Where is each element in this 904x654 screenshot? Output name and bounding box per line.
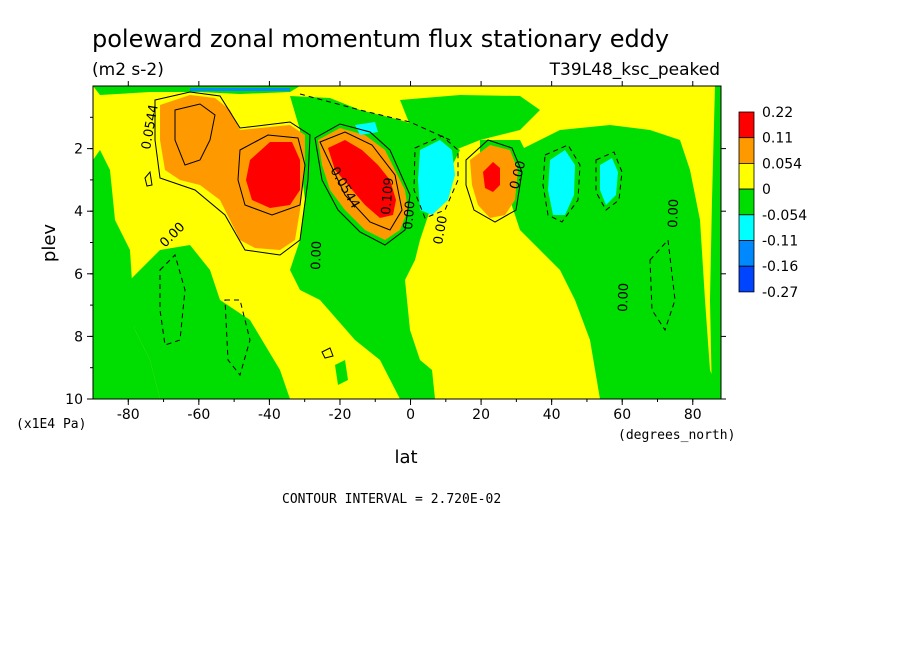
y-tick-label: 10 xyxy=(65,392,83,408)
colorbar-label: 0.054 xyxy=(762,156,802,172)
colorbar-swatch xyxy=(738,137,755,164)
region-red-north xyxy=(483,162,500,192)
contour-line xyxy=(237,134,306,216)
contour-label: 0.00 xyxy=(309,241,325,270)
region-cyan-equator xyxy=(418,140,455,215)
chart-units: (m2 s-2) xyxy=(92,60,164,80)
region-blue-top xyxy=(190,88,290,91)
y-axis-label: plev xyxy=(39,224,60,263)
contour-line xyxy=(321,347,334,359)
plot-area: 0.0544 0.00 0.00 0.0544 0.109 0.00 0.00 … xyxy=(93,86,721,399)
contour-line-dashed xyxy=(542,144,581,223)
contour-label: 0.00 xyxy=(401,200,418,230)
red-regions xyxy=(246,140,500,218)
colorbar-swatch xyxy=(738,214,755,241)
contour-interval: CONTOUR INTERVAL = 2.720E-02 xyxy=(282,492,501,507)
region-neg-small-2 xyxy=(335,360,348,385)
contour-line-dashed xyxy=(595,151,623,211)
region-neg-south-edge xyxy=(93,150,160,399)
colorbar-swatch xyxy=(738,265,755,293)
region-neg-small-1 xyxy=(195,355,215,385)
axes: -80 -60 -40 -20 0 20 40 60 80 2 4 6 8 10 xyxy=(65,81,726,423)
x-tick-label: 40 xyxy=(543,407,561,423)
y-tick-label: 6 xyxy=(74,267,83,283)
colorbar-swatch xyxy=(738,111,755,139)
x-tick-label: 60 xyxy=(613,407,631,423)
y-axis-units: (x1E4 Pa) xyxy=(16,417,86,432)
colorbar-label: -0.16 xyxy=(762,259,798,275)
colorbar-label: -0.27 xyxy=(762,285,798,301)
contour-line xyxy=(465,139,523,223)
contour-line-dashed xyxy=(159,254,186,346)
run-label: T39L48_ksc_peaked xyxy=(549,60,720,80)
contour-line-dashed xyxy=(224,299,251,377)
region-red-south xyxy=(246,142,300,208)
colorbar-label: 0 xyxy=(762,182,771,198)
contour-line-dashed xyxy=(299,93,451,141)
contour-line xyxy=(319,131,403,231)
contour-line xyxy=(154,91,311,256)
contour-line-dashed xyxy=(649,238,676,332)
x-tick-label: 20 xyxy=(472,407,490,423)
x-axis-units: (degrees_north) xyxy=(618,428,735,443)
region-neg-right-edge xyxy=(710,86,721,399)
contour-line xyxy=(314,123,411,246)
region-neg-equator xyxy=(400,95,540,150)
colorbar-swatch xyxy=(738,188,755,216)
colorbar-swatch xyxy=(738,240,755,267)
colorbar-swatch xyxy=(738,162,755,190)
region-cyan-north-1 xyxy=(548,150,575,215)
x-tick-label: 80 xyxy=(684,407,702,423)
contour-line xyxy=(174,103,216,166)
contour-label: 0.00 xyxy=(616,283,632,312)
contour-label: 0.00 xyxy=(431,215,451,246)
cyan-regions xyxy=(355,122,618,215)
x-tick-label: 0 xyxy=(406,407,415,423)
region-neg-south-low xyxy=(130,245,290,399)
contour-label: 0.00 xyxy=(507,159,529,191)
contour-label: 0.109 xyxy=(379,177,397,215)
colorbar-label: 0.22 xyxy=(762,105,793,121)
contour-label: 0.00 xyxy=(666,199,682,228)
x-tick-label: -20 xyxy=(329,407,352,423)
x-axis-label: lat xyxy=(394,447,417,468)
region-cyan-top xyxy=(355,122,378,135)
contour-line xyxy=(144,170,153,187)
region-orange-south xyxy=(160,95,305,250)
x-tick-label: -80 xyxy=(117,407,140,423)
dashed-contours xyxy=(159,93,676,377)
colorbar-label: 0.11 xyxy=(762,131,793,147)
y-tick-label: 4 xyxy=(74,204,83,220)
region-cyan-north-2 xyxy=(600,158,618,205)
chart-title: poleward zonal momentum flux stationary … xyxy=(92,25,669,53)
y-tick-label: 2 xyxy=(74,142,83,158)
colorbar: 0.22 0.11 0.054 0 -0.054 -0.11 -0.16 -0.27 xyxy=(738,105,807,301)
colorbar-label: -0.11 xyxy=(762,234,798,250)
y-tick-label: 8 xyxy=(74,329,83,345)
region-red-mid xyxy=(328,140,396,218)
contour-lines xyxy=(144,91,523,359)
x-tick-label: -40 xyxy=(258,407,281,423)
x-tick-label: -60 xyxy=(187,407,210,423)
colorbar-label: -0.054 xyxy=(762,208,807,224)
